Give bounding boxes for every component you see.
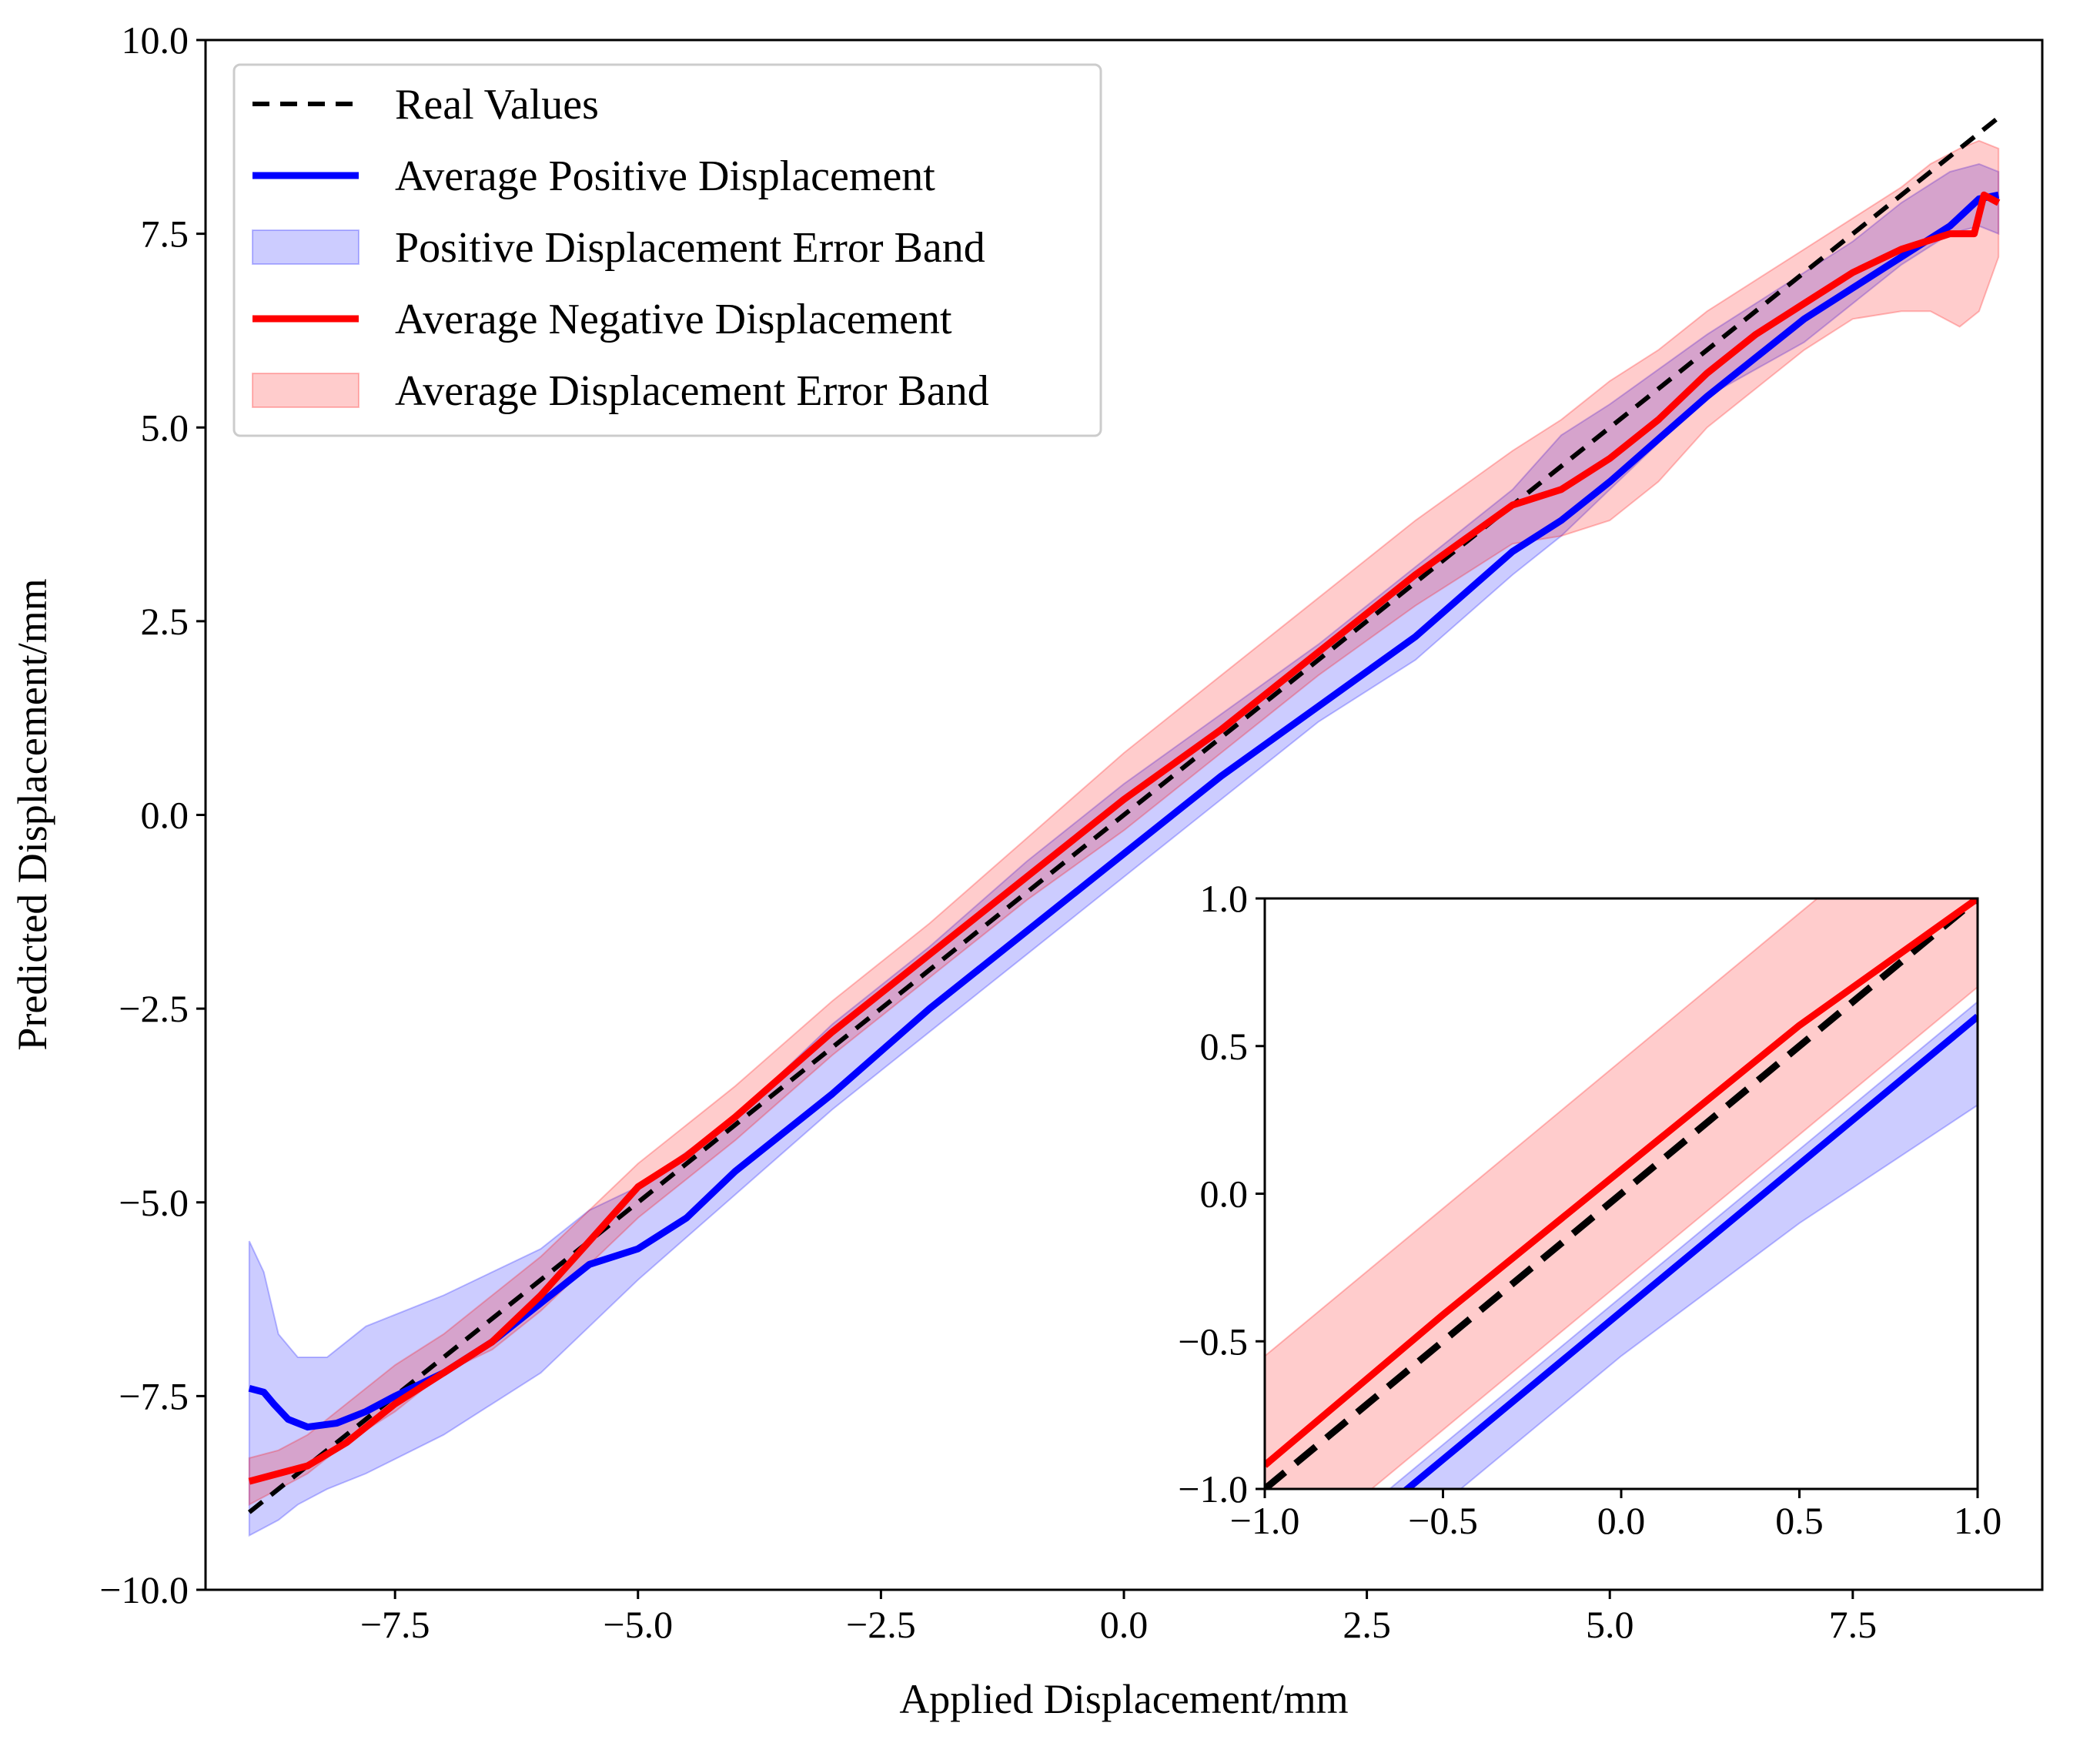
inset-line-average-negative-displacement: [1265, 898, 1978, 1468]
inset-x-tick-label: 0.0: [1597, 1499, 1646, 1542]
legend-label-average-displacement-error-band: Average Displacement Error Band: [395, 367, 989, 415]
main-lines: [247, 115, 2001, 1514]
legend-swatch-average-displacement-error-band: [252, 373, 359, 408]
inset-y-tick-label: 0.5: [1200, 1025, 1249, 1068]
main-x-tick-label: −2.5: [846, 1603, 916, 1646]
main-y-tick-label: −7.5: [119, 1374, 189, 1417]
legend-box: [232, 63, 1102, 437]
inset-x-tick-label: 0.5: [1775, 1499, 1824, 1542]
main-y-tick-label: 0.0: [141, 794, 189, 837]
inset-y-tick-label: 0.0: [1200, 1173, 1249, 1216]
x-axis-label: Applied Displacement/mm: [899, 1676, 1348, 1722]
main-y-tick-label: 5.0: [141, 406, 189, 449]
inset-y-tick-label: −0.5: [1178, 1320, 1248, 1363]
main-y-tick-label: 10.0: [122, 18, 189, 62]
main-x-tick-label: 2.5: [1343, 1603, 1391, 1646]
main-line-average-negative-displacement: [248, 191, 2001, 1485]
inset-band-positive-displacement-error-band: [1388, 1000, 1978, 1489]
legend-label-positive-displacement-error-band: Positive Displacement Error Band: [395, 224, 985, 272]
legend-swatch-positive-displacement-error-band: [252, 229, 359, 265]
main-y-tick-label: −10.0: [99, 1568, 189, 1611]
inset-x-tick-label: −1.0: [1230, 1499, 1300, 1542]
inset-chart: −1.0 −0.5 0.0 0.5 1.0 −1.0 −0.5 0.0 0.5 1.0: [1178, 877, 2001, 1542]
inset-line-real-values: [1265, 898, 1978, 1489]
main-x-tick-label: 7.5: [1829, 1603, 1878, 1646]
main-y-tick-label: −5.0: [119, 1181, 189, 1224]
main-x-tick-label: 5.0: [1586, 1603, 1634, 1646]
main-axes: −7.5 −5.0 −2.5 0.0 2.5 5.0 7.5 −10.0 −7.5 −5.0 −2.…: [99, 18, 1877, 1646]
inset-line-average-positive-displacement: [1402, 1013, 1978, 1489]
inset-axes: −1.0 −0.5 0.0 0.5 1.0 −1.0 −0.5 0.0 0.5 1.0: [1178, 877, 2001, 1542]
main-y-tick-label: 7.5: [141, 212, 189, 256]
inset-y-tick-label: −1.0: [1178, 1467, 1248, 1510]
inset-x-tick-label: −0.5: [1408, 1499, 1478, 1542]
inset-lines: [1265, 898, 1978, 1489]
inset-y-tick-label: 1.0: [1200, 877, 1249, 920]
main-x-tick-label: −5.0: [603, 1603, 673, 1646]
main-y-tick-label: 2.5: [141, 600, 189, 643]
main-x-tick-label: −7.5: [360, 1603, 430, 1646]
legend: Real Values Average Positive Displacement…: [232, 63, 1102, 437]
legend-label-average-positive-displacement: Average Positive Displacement: [395, 152, 935, 200]
legend-items: Real Values Average Positive Displacement…: [252, 81, 989, 415]
main-y-tick-label: −2.5: [119, 987, 189, 1030]
y-axis-label: Predicted Displacement/mm: [9, 578, 55, 1050]
legend-label-real-values: Real Values: [395, 81, 599, 129]
inset-x-tick-label: 1.0: [1954, 1499, 2002, 1542]
main-line-real-values: [247, 115, 2001, 1514]
main-line-average-positive-displacement: [248, 191, 2000, 1431]
main-x-tick-label: 0.0: [1100, 1603, 1149, 1646]
legend-label-average-negative-displacement: Average Negative Displacement: [395, 296, 952, 343]
